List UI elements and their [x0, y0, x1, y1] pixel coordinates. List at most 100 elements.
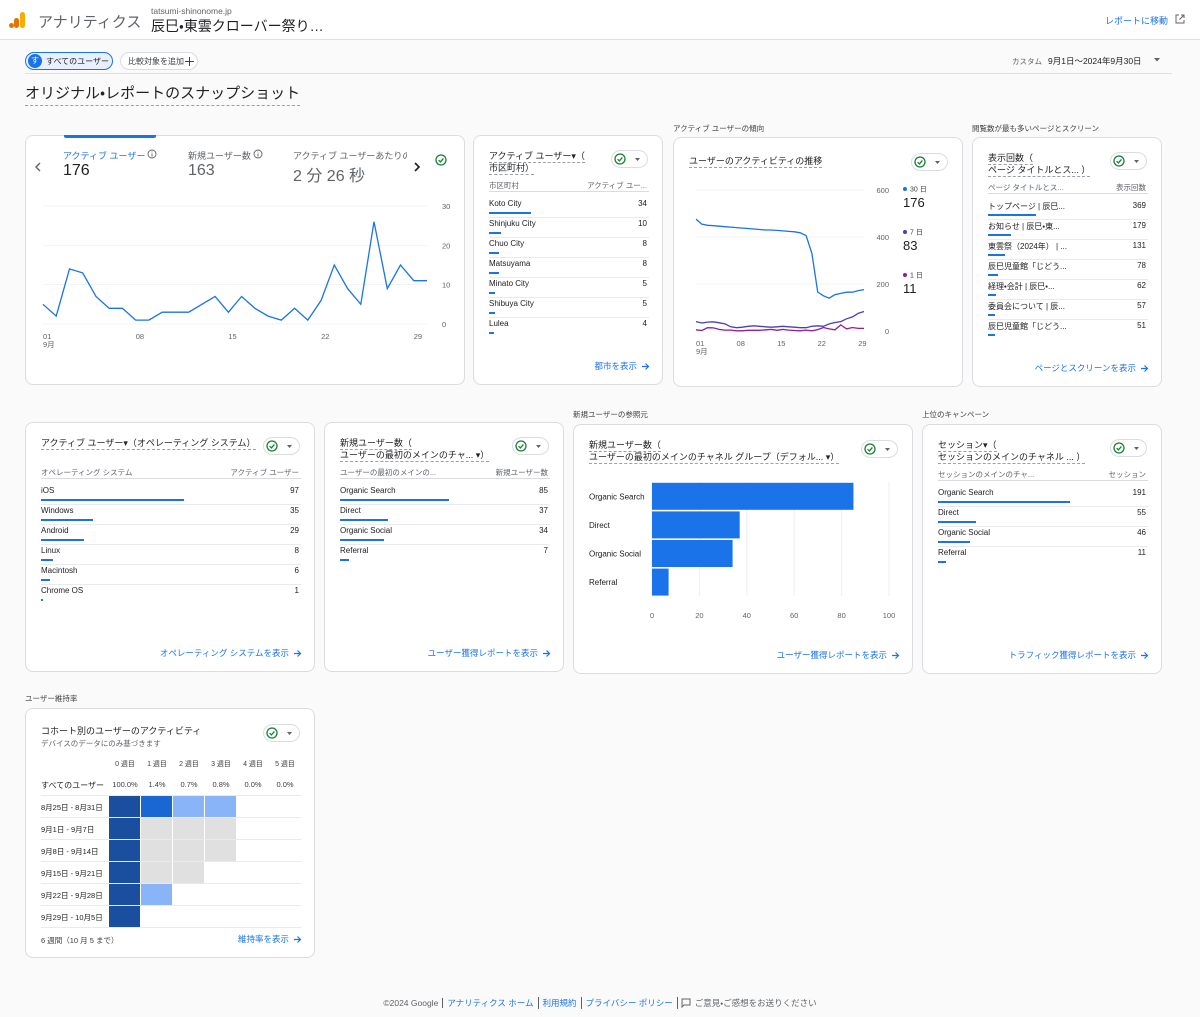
row-divider	[489, 217, 649, 218]
filter-divider	[25, 73, 1172, 74]
row-label: Referral	[938, 548, 967, 557]
report-link[interactable]: オペレーティング システムを表示	[160, 647, 302, 659]
report-link[interactable]: トラフィック獲得レポートを表示	[1009, 649, 1149, 661]
check-circle	[515, 440, 527, 452]
arrow	[294, 935, 302, 943]
section-label: 新規ユーザーの参照元	[573, 410, 648, 419]
row-value: 37	[539, 506, 548, 515]
tab-label[interactable]: アクティブ ユーザー	[63, 151, 146, 161]
card-title: アクティブ ユーザー▾（オペレーティング システム）	[41, 438, 256, 450]
compare-icon[interactable]	[1110, 439, 1147, 457]
legend-dot	[903, 230, 907, 234]
x-tick-label: 15	[777, 339, 785, 348]
compare-chip[interactable]: 比較対象を追加	[120, 52, 198, 70]
compare-icon[interactable]	[263, 724, 300, 742]
tab-label[interactable]: 新規ユーザー数	[188, 151, 251, 161]
card-title: 新規ユーザー数（	[340, 438, 412, 450]
icon-border	[263, 724, 300, 742]
segment-chip[interactable]: すすべてのユーザー	[25, 52, 113, 70]
row-label: Referral	[340, 546, 369, 555]
x-tick-label: 15	[228, 332, 236, 341]
row-value: 5	[642, 279, 647, 288]
week-header: 2 週目	[179, 761, 199, 768]
row-divider	[41, 564, 301, 565]
arrow-icon	[294, 935, 302, 943]
card-title: 表示回数（	[988, 153, 1034, 165]
footer-link[interactable]: アナリティクス ホーム	[443, 997, 539, 1009]
report-link[interactable]: ユーザー獲得レポートを表示	[777, 649, 900, 661]
all-users-label: すべてのユーザー	[41, 781, 104, 790]
compare-icon[interactable]	[861, 440, 898, 458]
column-header: アクティブ ユー...	[586, 181, 647, 190]
y-tick-label: 0	[442, 320, 446, 329]
footer-link[interactable]: プライバシー ポリシー	[582, 997, 678, 1009]
compare-icon[interactable]	[911, 153, 948, 171]
row-value: 97	[290, 486, 299, 495]
feedback-link[interactable]: ご意見・ご感想をお送りください	[694, 998, 817, 1008]
compare-icon[interactable]	[611, 150, 648, 168]
range-label: カスタム	[1012, 57, 1042, 66]
external	[1175, 14, 1185, 24]
row-divider	[41, 927, 301, 928]
x-tick-label: 29	[414, 332, 422, 341]
chevron-right[interactable]	[413, 162, 421, 172]
row-value: 62	[1137, 281, 1146, 290]
column-header: オペレーティング システム	[41, 468, 133, 477]
column-header: ページ タイトルとス...	[988, 183, 1064, 192]
report-link[interactable]: ユーザー獲得レポートを表示	[428, 647, 551, 659]
chevron	[414, 162, 421, 172]
footer-link[interactable]: 利用規約	[539, 997, 582, 1009]
row-divider	[938, 526, 1148, 527]
row-bar	[41, 519, 93, 521]
plus	[185, 57, 194, 66]
arrow-icon	[642, 362, 650, 370]
dropdown-arrow	[885, 448, 890, 451]
logo-bar	[14, 18, 19, 28]
date-range[interactable]: 9月1日～2024年9月30日	[1048, 56, 1142, 66]
row-label: 委員会について | 辰...	[988, 302, 1065, 311]
report-link[interactable]: 維持率を表示	[238, 933, 302, 945]
icon-border	[861, 440, 898, 458]
column-header: 表示回数	[1116, 183, 1146, 192]
cohort-cell	[205, 818, 236, 839]
row-divider	[41, 817, 301, 818]
compare-icon[interactable]	[432, 151, 450, 169]
info-icon	[147, 149, 157, 159]
compare-icon[interactable]	[1110, 152, 1147, 170]
info	[253, 149, 263, 159]
header-divider	[489, 191, 649, 192]
legend-value: 83	[903, 238, 917, 253]
x-tick-label: 22	[321, 332, 329, 341]
row-value: 29	[290, 526, 299, 535]
dropdown-arrow	[287, 732, 292, 735]
row-value: 369	[1132, 201, 1146, 210]
report-name: 辰巳・東雲クローバー祭り…	[151, 18, 324, 34]
row-divider	[938, 506, 1148, 507]
dropdown-arrow	[1134, 160, 1139, 163]
header: アナリティクス tatsumi-shinonome.jp 辰巳・東雲クローバー祭り……	[0, 0, 1200, 40]
compare-icon[interactable]	[512, 437, 549, 455]
row-value: 11	[1137, 548, 1146, 557]
cohort-cell	[173, 818, 204, 839]
row-divider	[41, 544, 301, 545]
header-divider	[340, 478, 550, 479]
card-title: 新規ユーザー数（	[589, 440, 661, 452]
legend-dot	[903, 187, 907, 191]
row-label: お知らせ | 辰巳・東...	[988, 222, 1060, 231]
check-mark	[438, 157, 444, 163]
compare-icon[interactable]	[263, 437, 300, 455]
row-label: 東雲祭（2024年） | ...	[988, 242, 1067, 251]
row-bar	[489, 312, 496, 314]
card: 新規ユーザー数（ ユーザーの最初のメインのチャネル グループ（デフォル... ▾）…	[573, 424, 913, 674]
bar-chart: 0 20 40 60 80 100 Organic Search Direct Organic …	[589, 482, 895, 620]
legend-dot	[903, 273, 907, 277]
y-tick-label: Organic Search	[589, 492, 645, 501]
row-bar	[340, 559, 349, 561]
row-bar	[489, 212, 531, 214]
week-header: 5 週目	[275, 761, 295, 768]
report-link[interactable]: 都市を表示	[594, 360, 650, 372]
tab-label[interactable]: アクティブ ユーザーあたりの	[293, 151, 407, 161]
report-link[interactable]: ページとスクリーンを表示	[1035, 362, 1149, 374]
row-bar	[41, 499, 184, 501]
goto-link[interactable]: レポートに移動	[1104, 16, 1168, 26]
